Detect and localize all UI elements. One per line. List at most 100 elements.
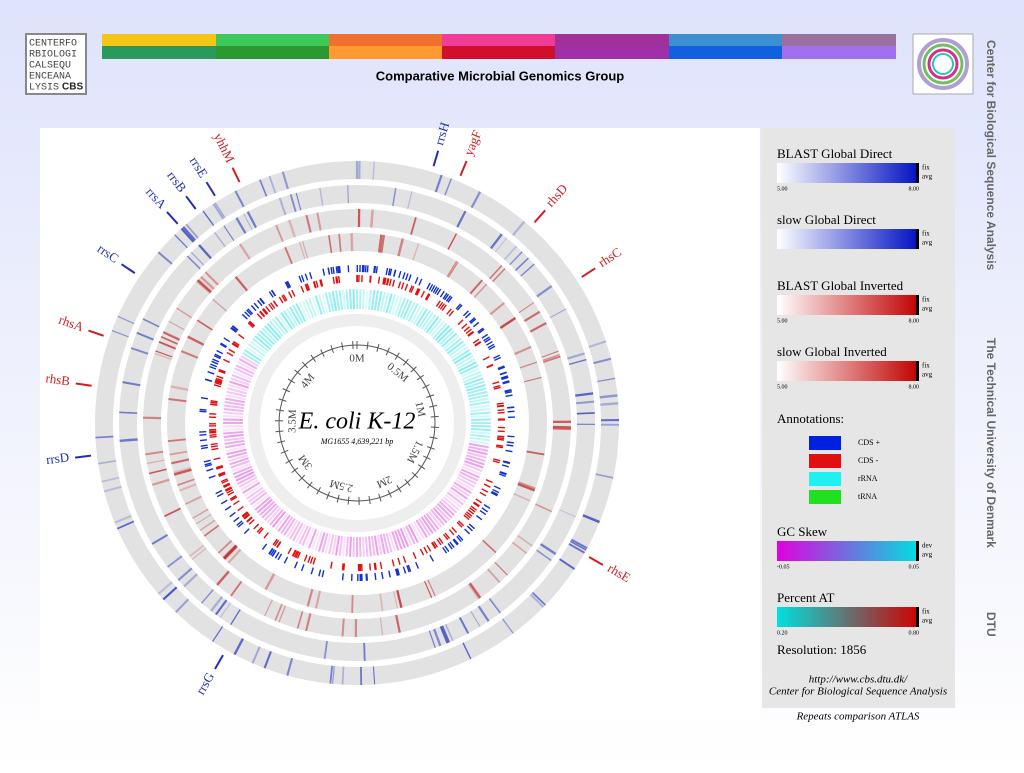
atlas-subtitle: MG1655 4,639,221 bp [320, 437, 393, 446]
gc-skew [350, 537, 351, 557]
cds-plus [343, 573, 344, 580]
legend-marker [916, 229, 919, 249]
legend-gradient [777, 163, 919, 183]
cds-plus [507, 407, 514, 408]
atlas-title: E. coli K-12 [298, 409, 416, 435]
legend-max: 0.80 [909, 630, 920, 636]
gene-label: rrsD [45, 449, 70, 467]
gc-skew [353, 289, 354, 309]
legend-marker [916, 295, 919, 315]
cds-minus [337, 276, 338, 283]
side-label: DTU [984, 612, 998, 637]
legend-max: 8.00 [909, 186, 920, 192]
track-hit [364, 643, 365, 661]
mini-atlas-logo [913, 34, 973, 94]
scale-label: 0M [349, 353, 365, 365]
legend-title: BLAST Global Direct [777, 146, 893, 161]
cds-minus [497, 410, 504, 411]
legend-min: 5.00 [777, 318, 788, 324]
gc-skew [353, 537, 354, 557]
legend-max: 8.00 [909, 318, 920, 324]
cds-plus [200, 440, 207, 441]
legend-tag: avg [922, 617, 933, 625]
gc-skew [360, 289, 361, 309]
side-label: Center for Biological Sequence Analysis [984, 40, 998, 271]
gc-skew [223, 426, 243, 427]
gc-skew [360, 537, 361, 557]
annotation-label: CDS - [858, 456, 879, 465]
header-title: Comparative Microbial Genomics Group [376, 68, 625, 83]
side-text: Center for Biological Sequence Analysis T… [984, 40, 998, 637]
cds-plus [374, 266, 375, 273]
legend-tag: avg [922, 551, 933, 559]
cds-plus [507, 436, 514, 437]
cds-minus [497, 438, 504, 439]
scale-label: 3.5M [286, 409, 299, 433]
gc-skew [223, 429, 243, 430]
gc-skew [350, 289, 351, 309]
track-hit [371, 210, 372, 228]
cds-minus [342, 563, 343, 570]
legend-gradient [777, 607, 919, 627]
color-bars [102, 34, 896, 59]
legend-tag: fix [922, 164, 930, 172]
cds-plus [199, 411, 206, 412]
legend-title: Annotations: [777, 411, 844, 426]
legend-marker [916, 607, 919, 627]
cds-plus [336, 266, 337, 273]
track-hit [348, 185, 349, 203]
logo-line: LYSIS [29, 83, 59, 94]
legend-max: 0.05 [909, 564, 920, 570]
legend-title: slow Global Direct [777, 212, 876, 227]
logo-line: RBIOLOGI [29, 50, 77, 61]
legend-tag: avg [922, 305, 933, 313]
track-hit [600, 403, 618, 404]
cds-minus [344, 563, 345, 570]
gc-skew [471, 416, 491, 417]
legend-tag: fix [922, 230, 930, 238]
legend-max: 8.00 [909, 384, 920, 390]
side-label: The Technical University of Denmark [984, 338, 998, 548]
cds-minus [374, 563, 375, 570]
gc-skew [471, 426, 491, 427]
annotation-label: tRNA [858, 492, 877, 501]
cds-minus [210, 402, 217, 403]
legend-org: Center for Biological Sequence Analysis [769, 686, 947, 698]
cds-plus [508, 411, 515, 412]
track-hit [343, 667, 344, 685]
resolution: Resolution: 1856 [777, 642, 867, 657]
legend-title: GC Skew [777, 524, 828, 539]
cds-plus [376, 266, 377, 273]
cds-plus [199, 435, 206, 436]
cds-minus [497, 436, 504, 437]
legend-tag: dev [922, 542, 933, 550]
logo-line: CENTERFO [29, 39, 77, 50]
gc-skew [471, 429, 491, 430]
legend-gradient [777, 361, 919, 381]
track-hit [119, 412, 137, 413]
cds-plus [200, 409, 207, 410]
caption: Repeats comparison ATLAS [796, 711, 920, 723]
legend-tag: fix [922, 608, 930, 616]
legend-tag: fix [922, 362, 930, 370]
gc-skew [223, 419, 243, 420]
cds-plus [375, 573, 376, 580]
legend-tag: avg [922, 173, 933, 181]
cds-minus [497, 403, 504, 404]
cds-minus [210, 435, 217, 436]
legend-min: 5.00 [777, 186, 788, 192]
legend-min: 0.20 [777, 630, 788, 636]
annotation-label: CDS + [858, 438, 881, 447]
legend-min: 5.00 [777, 384, 788, 390]
gc-skew [363, 289, 364, 309]
gc-skew [471, 419, 491, 420]
legend-marker [916, 361, 919, 381]
legend-tag: avg [922, 239, 933, 247]
logo-line: CALSEQU [29, 61, 71, 72]
cds-minus [339, 276, 340, 283]
track-hit [120, 439, 138, 440]
cds-minus [370, 276, 371, 283]
legend-url: http://www.cbs.dtu.dk/ [809, 674, 908, 686]
